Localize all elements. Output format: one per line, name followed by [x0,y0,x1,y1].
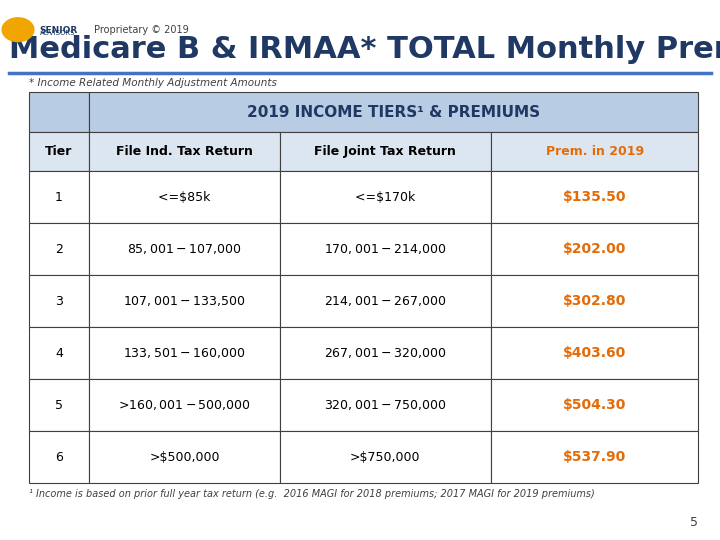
Text: 6: 6 [55,451,63,464]
Text: ADVISORS: ADVISORS [40,30,75,36]
Text: 2019 INCOME TIERS¹ & PREMIUMS: 2019 INCOME TIERS¹ & PREMIUMS [247,105,540,119]
Text: 5: 5 [690,516,698,529]
Text: * Income Related Monthly Adjustment Amounts: * Income Related Monthly Adjustment Amou… [29,78,276,89]
Text: SENIOR: SENIOR [40,26,78,35]
Text: $85,001-$107,000: $85,001-$107,000 [127,242,242,256]
Text: 2: 2 [55,242,63,256]
Text: $537.90: $537.90 [563,450,626,464]
Text: <=​$85k: <=​$85k [158,191,211,204]
Text: 3: 3 [55,295,63,308]
Text: $135.50: $135.50 [563,190,626,204]
Text: $504.30: $504.30 [563,399,626,412]
Text: $202.00: $202.00 [563,242,626,256]
Text: Medicare B & IRMAA* TOTAL Monthly Premiums: Medicare B & IRMAA* TOTAL Monthly Premiu… [9,35,720,64]
Text: <=​$170k: <=​$170k [355,191,415,204]
Text: >$500,000: >$500,000 [149,451,220,464]
Text: 4: 4 [55,347,63,360]
Text: $267,001-$320,000: $267,001-$320,000 [324,346,446,360]
Text: File Joint Tax Return: File Joint Tax Return [315,145,456,158]
Text: File Ind. Tax Return: File Ind. Tax Return [116,145,253,158]
Text: $107,001-$133,500: $107,001-$133,500 [123,294,246,308]
Text: $214,001-$267,000: $214,001-$267,000 [324,294,446,308]
Text: ¹ Income is based on prior full year tax return (e.g.  2016 MAGI for 2018 premiu: ¹ Income is based on prior full year tax… [29,489,595,499]
Text: 1: 1 [55,191,63,204]
Text: 5: 5 [55,399,63,412]
Text: $170,001-$214,000: $170,001-$214,000 [324,242,446,256]
Text: Proprietary © 2019: Proprietary © 2019 [94,25,189,36]
Text: $320,001-$750,000: $320,001-$750,000 [324,399,446,412]
Text: $403.60: $403.60 [563,346,626,360]
Text: Tier: Tier [45,145,73,158]
Text: $133,501-$160,000: $133,501-$160,000 [123,346,246,360]
Text: $302.80: $302.80 [563,294,626,308]
Text: >$750,000: >$750,000 [350,451,420,464]
Text: Prem. in 2019: Prem. in 2019 [546,145,644,158]
Text: >$160,001-$500,000: >$160,001-$500,000 [118,399,251,412]
